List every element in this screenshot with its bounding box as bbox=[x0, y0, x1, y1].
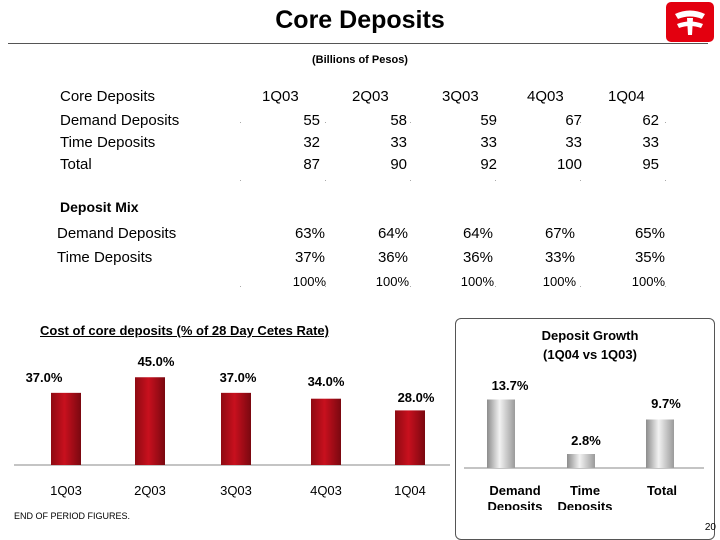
table-cell: 62 bbox=[642, 112, 659, 129]
row-label: Total bbox=[60, 156, 92, 173]
growth-bar bbox=[646, 419, 674, 468]
category-label: 3Q03 bbox=[220, 483, 252, 498]
table-cell: 33 bbox=[565, 134, 582, 151]
growth-chart-title: Deposit Growth (1Q04 vs 1Q03) bbox=[470, 326, 710, 364]
table-cell: 33 bbox=[642, 134, 659, 151]
cost-bar bbox=[311, 398, 341, 465]
table-gridline bbox=[325, 180, 326, 181]
bar-value-label: 45.0% bbox=[138, 354, 175, 369]
column-header: 1Q04 bbox=[608, 88, 645, 105]
total-cell: 100% bbox=[292, 274, 326, 289]
bar-value-label: 9.7% bbox=[651, 396, 681, 411]
table-cell: 59 bbox=[480, 112, 497, 129]
table-gridline bbox=[580, 286, 581, 287]
page-number: 20 bbox=[704, 522, 716, 533]
total-cell: 100% bbox=[542, 274, 576, 289]
category-label: Deposits bbox=[558, 499, 613, 510]
units-subtitle: (Billions of Pesos) bbox=[312, 54, 408, 66]
table-cell: 55 bbox=[303, 112, 320, 129]
table-cell: 36% bbox=[377, 249, 408, 266]
category-label: 1Q03 bbox=[50, 483, 82, 498]
table-header: Core Deposits bbox=[60, 88, 156, 105]
growth-bar bbox=[567, 454, 595, 468]
table-cell: 64% bbox=[462, 225, 493, 242]
table-gridline bbox=[665, 180, 666, 181]
table-cell: 92 bbox=[480, 156, 497, 173]
category-label: 4Q03 bbox=[310, 483, 342, 498]
table-gridline bbox=[240, 286, 241, 287]
bar-value-label: 37.0% bbox=[26, 370, 63, 385]
bar-value-label: 37.0% bbox=[220, 370, 257, 385]
column-header: 3Q03 bbox=[442, 88, 479, 105]
table-cell: 33 bbox=[390, 134, 407, 151]
table-gridline bbox=[580, 180, 581, 181]
table-gridline bbox=[580, 122, 581, 123]
total-cell: 100% bbox=[631, 274, 665, 289]
table-gridline bbox=[410, 286, 411, 287]
cost-bar bbox=[221, 392, 251, 465]
table-cell: 100 bbox=[556, 156, 582, 173]
cost-bar bbox=[135, 377, 165, 465]
category-label: Total bbox=[647, 483, 677, 498]
table-cell: 63% bbox=[294, 225, 325, 242]
category-label: 1Q04 bbox=[394, 483, 426, 498]
category-label: Demand bbox=[489, 483, 540, 498]
table-cell: 87 bbox=[303, 156, 320, 173]
table-gridline bbox=[240, 122, 241, 123]
page-title: Core Deposits bbox=[275, 6, 445, 34]
bar-value-label: 34.0% bbox=[308, 374, 345, 389]
title-divider bbox=[8, 43, 708, 44]
table-cell: 36% bbox=[462, 249, 493, 266]
row-label: Demand Deposits bbox=[57, 225, 177, 242]
table-cell: 67 bbox=[565, 112, 582, 129]
total-cell: 100% bbox=[460, 274, 494, 289]
table-cell: 65% bbox=[634, 225, 665, 242]
row-label: Time Deposits bbox=[60, 134, 156, 151]
growth-bar bbox=[487, 399, 515, 468]
bar-value-label: 28.0% bbox=[398, 390, 435, 405]
table-cell: 33% bbox=[544, 249, 575, 266]
footnote: END OF PERIOD FIGURES. bbox=[14, 511, 131, 521]
table-cell: 37% bbox=[294, 249, 325, 266]
column-header: 2Q03 bbox=[352, 88, 389, 105]
table-cell: 58 bbox=[390, 112, 407, 129]
table-cell: 35% bbox=[634, 249, 665, 266]
bank-logo-icon bbox=[666, 2, 714, 42]
table-gridline bbox=[410, 180, 411, 181]
growth-chart-title-line: Deposit Growth bbox=[541, 328, 639, 343]
table-cell: 64% bbox=[377, 225, 408, 242]
table-cell: 90 bbox=[390, 156, 407, 173]
cost-bar bbox=[395, 410, 425, 465]
table-gridline bbox=[410, 122, 411, 123]
table-gridline bbox=[495, 286, 496, 287]
cost-chart-title: Cost of core deposits (% of 28 Day Cetes… bbox=[40, 323, 329, 338]
table-cell: 33 bbox=[480, 134, 497, 151]
table-header: Deposit Mix bbox=[60, 199, 139, 215]
table-gridline bbox=[665, 286, 666, 287]
total-cell: 100% bbox=[375, 274, 409, 289]
table-gridline bbox=[325, 122, 326, 123]
table-gridline bbox=[325, 286, 326, 287]
category-label: 2Q03 bbox=[134, 483, 166, 498]
row-label: Demand Deposits bbox=[60, 112, 180, 129]
table-cell: 32 bbox=[303, 134, 320, 151]
cost-of-deposits-chart: 37.0% 1Q03 45.0% 2Q03 37.0% 3Q03 34.0% 4Q03 28.0… bbox=[14, 354, 450, 498]
table-cell: 95 bbox=[642, 156, 659, 173]
deposit-growth-chart: 13.7%DemandDeposits2.8%TimeDeposits9.7%T… bbox=[464, 378, 704, 510]
cost-bar bbox=[51, 392, 81, 465]
table-gridline bbox=[665, 122, 666, 123]
category-label: Deposits bbox=[488, 499, 543, 510]
table-gridline bbox=[240, 180, 241, 181]
column-header: 4Q03 bbox=[527, 88, 564, 105]
growth-chart-title-line: (1Q04 vs 1Q03) bbox=[543, 347, 637, 362]
table-cell: 67% bbox=[544, 225, 575, 242]
bar-value-label: 13.7% bbox=[492, 378, 529, 393]
row-label: Time Deposits bbox=[57, 249, 153, 266]
table-gridline bbox=[495, 180, 496, 181]
table-gridline bbox=[495, 122, 496, 123]
column-header: 1Q03 bbox=[262, 88, 299, 105]
bar-value-label: 2.8% bbox=[571, 433, 601, 448]
category-label: Time bbox=[570, 483, 600, 498]
